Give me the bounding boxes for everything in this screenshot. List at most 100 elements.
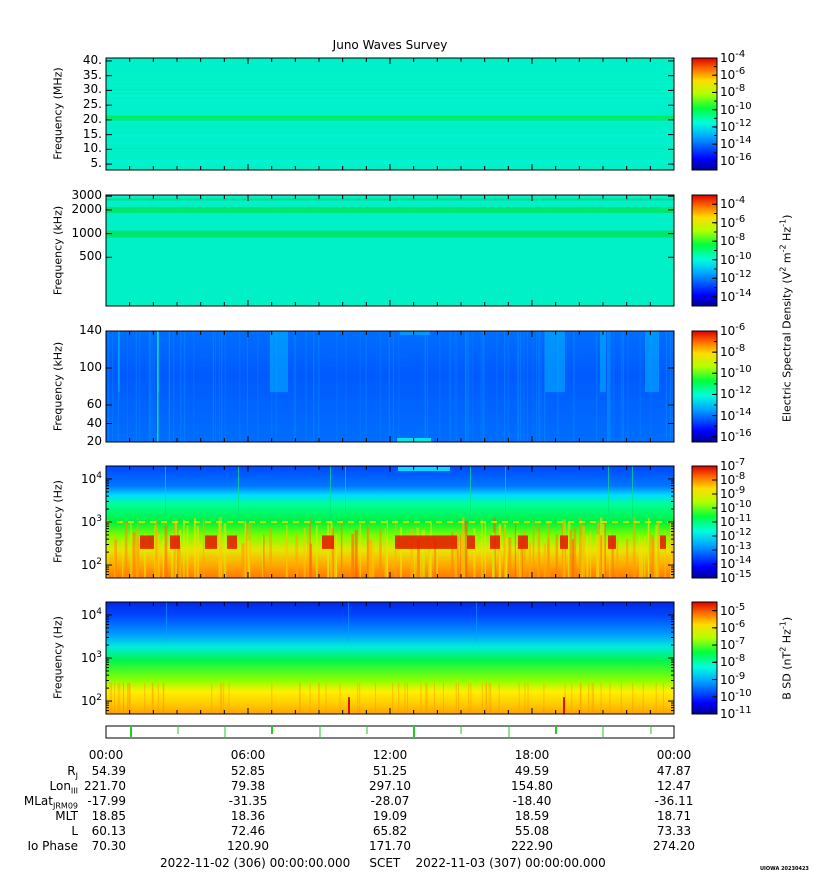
noise-stripe bbox=[106, 137, 674, 139]
noise-streak bbox=[275, 331, 277, 442]
noise-streak bbox=[544, 331, 546, 442]
y-axis-label: Frequency (MHz) bbox=[51, 67, 65, 160]
noise-streak bbox=[424, 331, 426, 442]
emission-line bbox=[345, 466, 346, 522]
emission-streak bbox=[418, 541, 422, 578]
noise-streak bbox=[532, 331, 534, 442]
emission-streak bbox=[602, 523, 605, 578]
colorbar-tick-label: 10-10 bbox=[720, 100, 752, 117]
colorbar-title-magnetic: B SD (nT2 Hz-1) bbox=[778, 616, 794, 700]
noise-streak bbox=[671, 331, 673, 442]
emission-streak bbox=[451, 532, 454, 578]
noise-streak bbox=[392, 331, 394, 442]
emission-streak bbox=[527, 682, 529, 714]
colorbar-tick-label: 10-7 bbox=[720, 636, 746, 653]
colorbar-tick-label: 10-14 bbox=[720, 287, 752, 304]
ephemeris-value: 222.90 bbox=[511, 839, 553, 853]
ephemeris-value: 18.85 bbox=[91, 809, 126, 823]
emission-streak bbox=[626, 538, 629, 578]
noise-stripe bbox=[106, 142, 674, 144]
colorbar bbox=[691, 194, 718, 307]
emission-streak bbox=[392, 682, 394, 714]
noise-stripe bbox=[106, 120, 674, 122]
colorbar-tick-label: 10-6 bbox=[720, 618, 746, 635]
y-tick-label: 104 bbox=[80, 470, 102, 486]
noise-streak bbox=[620, 331, 622, 442]
emission-streak bbox=[247, 540, 251, 578]
ephemeris-value: -31.35 bbox=[228, 794, 268, 808]
noise-streak bbox=[540, 331, 542, 442]
emission-streak bbox=[122, 539, 124, 578]
noise-streak bbox=[139, 331, 141, 442]
colorbar bbox=[691, 601, 718, 715]
emission-streak bbox=[171, 533, 174, 578]
colorbar-tick-label: 10-8 bbox=[720, 653, 746, 670]
noise-streak bbox=[168, 331, 170, 442]
noise-streak bbox=[173, 331, 175, 442]
noise-stripe bbox=[106, 110, 674, 112]
emission-streak bbox=[157, 682, 159, 714]
emission-streak bbox=[596, 534, 600, 578]
noise-streak bbox=[503, 331, 505, 442]
emission-patch bbox=[400, 331, 430, 335]
emission-streak bbox=[143, 534, 146, 578]
ephemeris-value: 55.08 bbox=[514, 824, 550, 838]
time-label: 12:00 bbox=[372, 748, 408, 762]
ephemeris-value: 221.70 bbox=[84, 779, 126, 793]
emission-streak bbox=[123, 682, 125, 714]
noise-stripe bbox=[106, 105, 674, 107]
emission-line bbox=[238, 466, 239, 522]
emission-streak bbox=[286, 524, 288, 578]
noise-stripe bbox=[106, 159, 674, 161]
emission-streak bbox=[670, 522, 673, 578]
ephemeris-value: 154.80 bbox=[511, 779, 553, 793]
noise-streak bbox=[365, 331, 367, 442]
intense-emission bbox=[518, 535, 528, 549]
emission-streak bbox=[271, 682, 273, 714]
emission-streak bbox=[454, 531, 458, 578]
emission-streak bbox=[485, 682, 487, 714]
noise-streak bbox=[313, 331, 315, 442]
colorbar-tick-label: 10-14 bbox=[720, 406, 752, 423]
ephemeris-value: 65.82 bbox=[372, 824, 408, 838]
colorbar-tick-label: 10-11 bbox=[720, 513, 752, 529]
intense-emission bbox=[560, 535, 568, 549]
intense-emission bbox=[608, 535, 616, 549]
emission-streak bbox=[580, 682, 582, 714]
emission-streak bbox=[220, 517, 222, 578]
intense-emission bbox=[490, 535, 500, 549]
emission-streak bbox=[131, 533, 134, 578]
emission-streak bbox=[406, 682, 408, 714]
ephemeris-value: 72.46 bbox=[230, 824, 266, 838]
noise-streak bbox=[388, 331, 390, 442]
emission-line bbox=[330, 466, 331, 522]
emission-streak bbox=[524, 682, 526, 714]
emission-streak bbox=[315, 525, 318, 578]
emission-streak bbox=[508, 537, 512, 578]
emission-streak bbox=[434, 539, 437, 578]
emission-streak bbox=[135, 528, 138, 578]
colorbar-tick-label: 10-12 bbox=[720, 269, 752, 286]
emission-line bbox=[608, 466, 609, 522]
emission-streak bbox=[182, 519, 185, 578]
noise-stripe bbox=[106, 115, 674, 117]
emission-streak bbox=[374, 682, 376, 714]
emission-streak bbox=[516, 531, 519, 578]
emission-streak bbox=[223, 682, 225, 714]
emission-patch bbox=[118, 331, 120, 393]
emission-streak bbox=[223, 523, 227, 578]
colorbar-tick-label: 10-14 bbox=[720, 555, 752, 571]
noise-stripe bbox=[106, 161, 674, 163]
emission-streak bbox=[609, 532, 611, 578]
y-tick-label: 103 bbox=[80, 514, 102, 529]
y-tick-label: 20 bbox=[86, 434, 102, 448]
emission-streak bbox=[632, 516, 636, 578]
ephemeris-value: -28.07 bbox=[370, 794, 410, 808]
noise-streak bbox=[622, 331, 624, 442]
colorbar-tick-label: 10-6 bbox=[720, 213, 746, 230]
emission-streak bbox=[638, 535, 641, 578]
noise-streak bbox=[215, 331, 217, 442]
y-tick-label: 35. bbox=[82, 67, 102, 82]
noise-streak bbox=[496, 331, 498, 442]
